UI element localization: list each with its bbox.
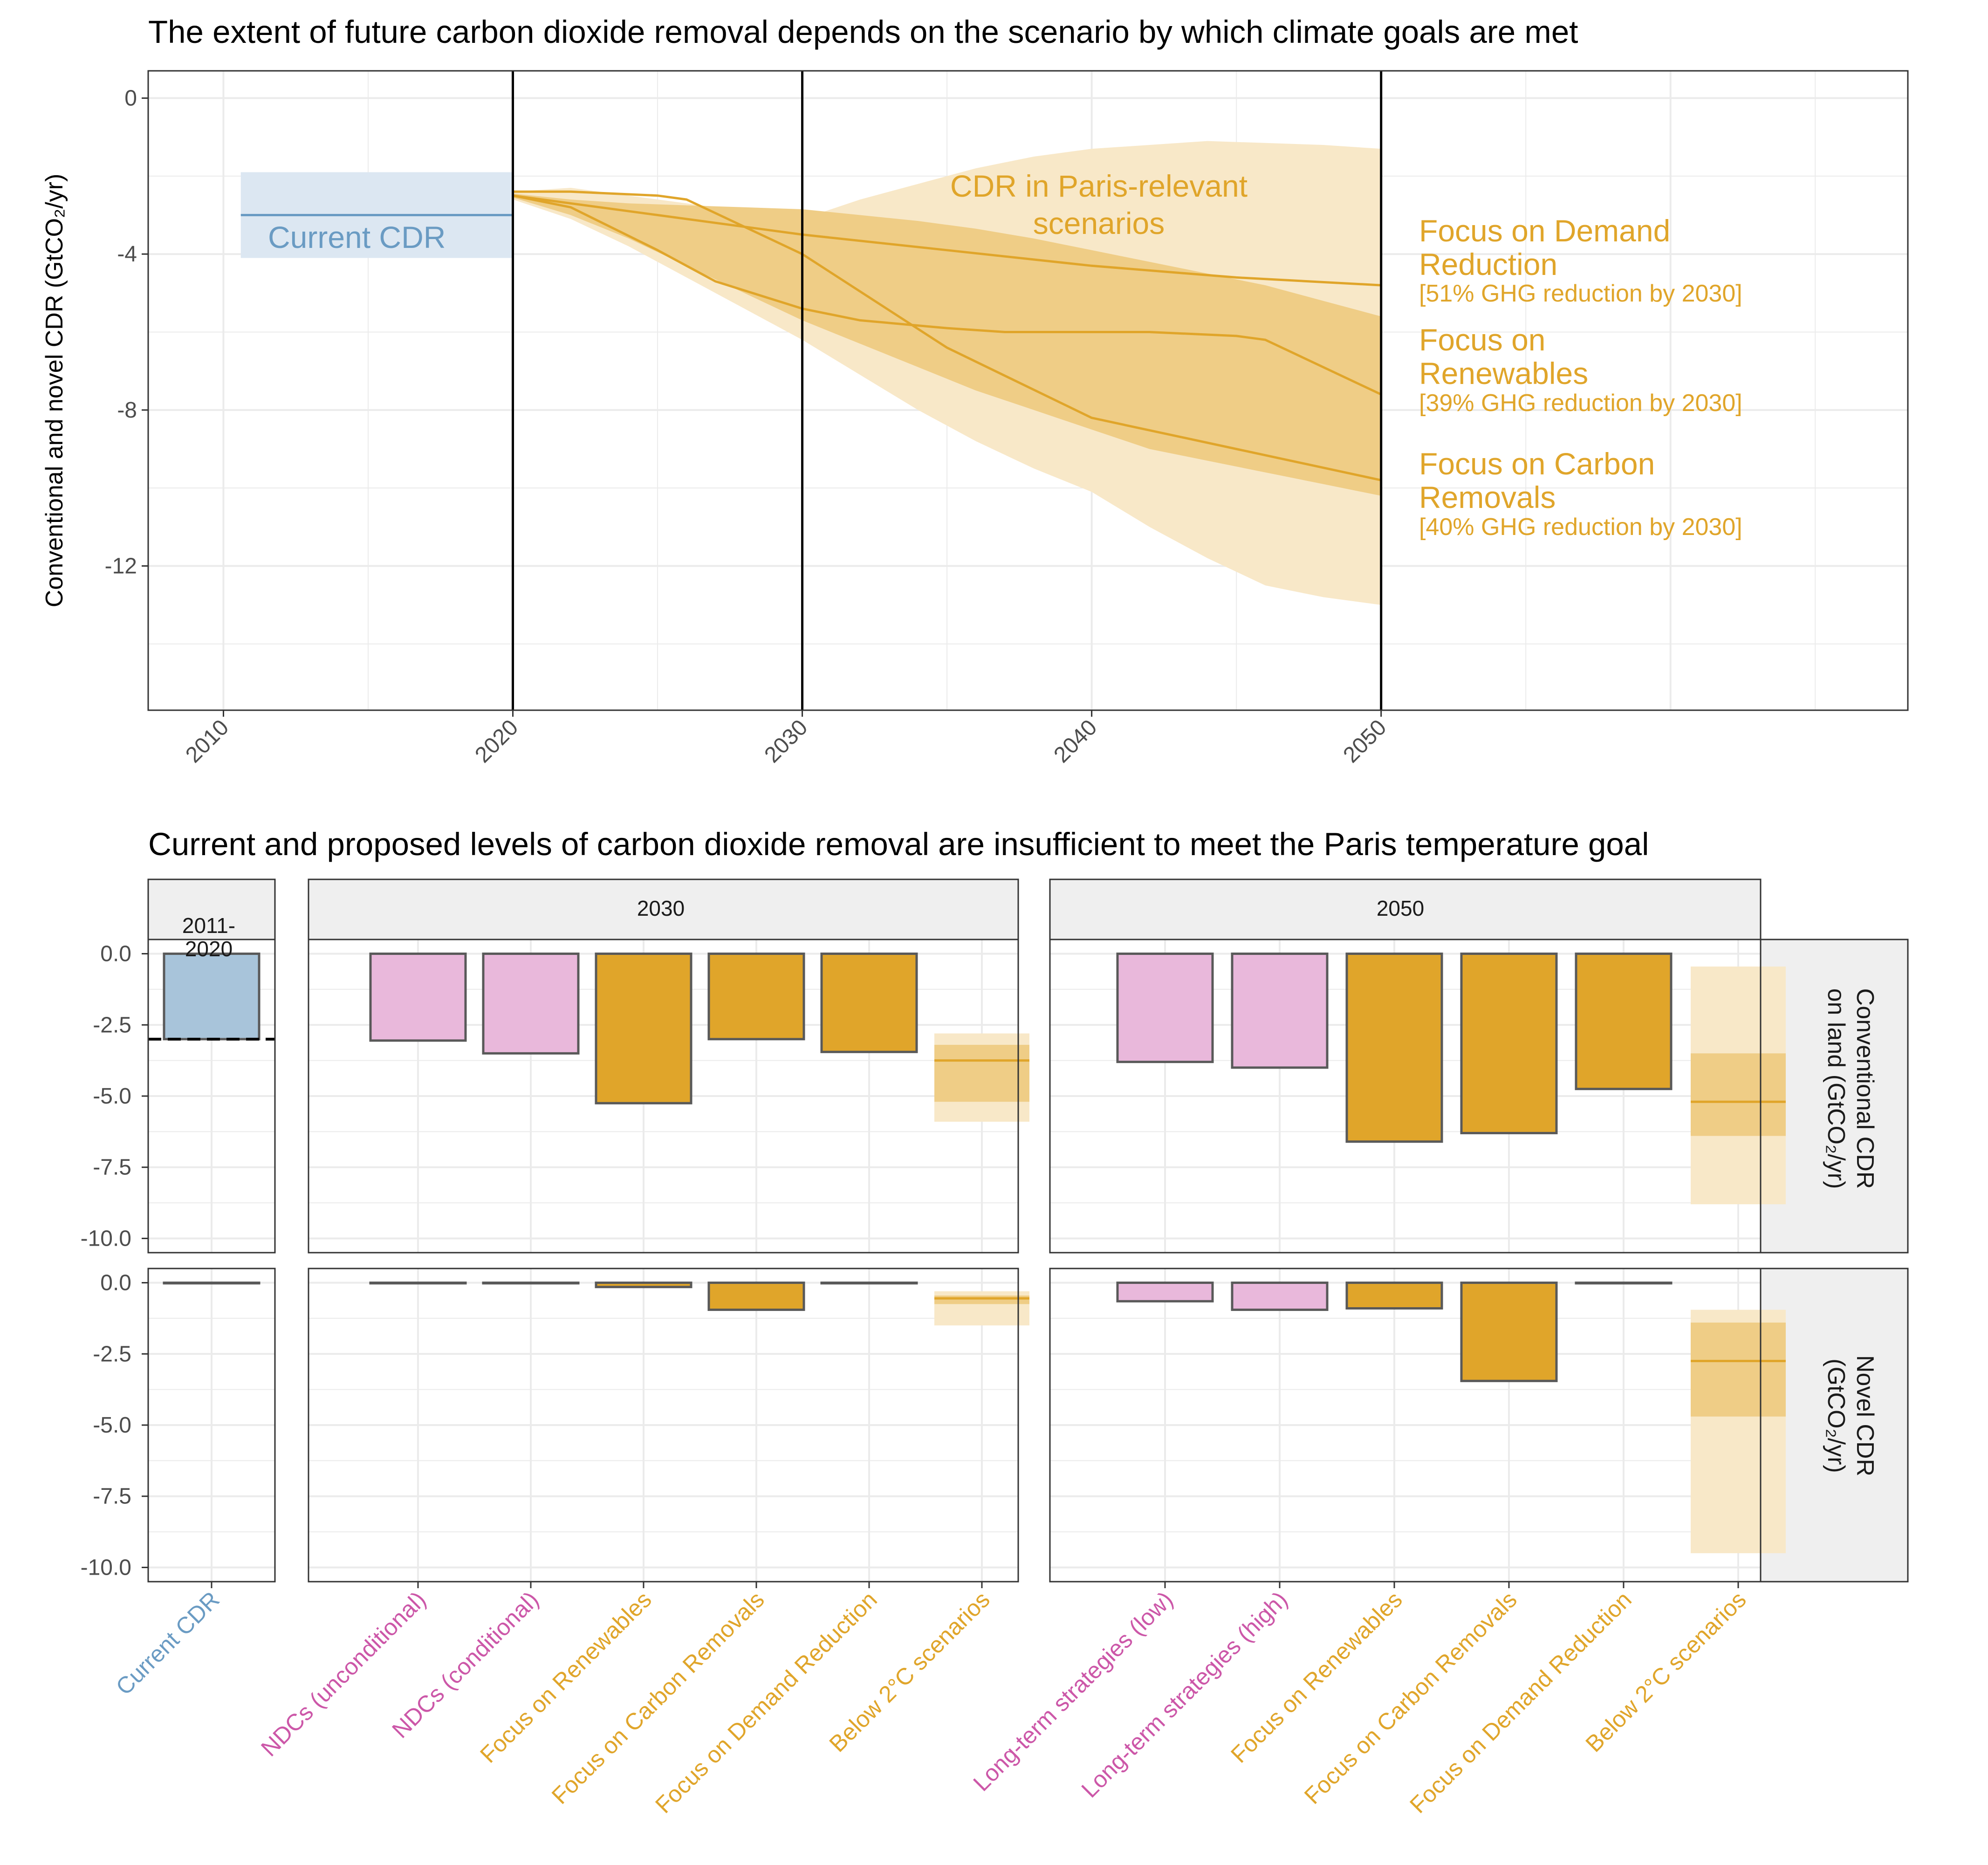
bottom-y-tick-label: -5.0 <box>93 1084 131 1109</box>
top-x-tick-label: 2040 <box>1049 715 1102 768</box>
facet-border <box>1049 1268 1762 1583</box>
row-label-novel: Novel CDR (GtCO₂/yr) <box>1823 1355 1878 1476</box>
bottom-y-tick-label: -7.5 <box>93 1484 131 1509</box>
strip-label-2011-line1: 2011- <box>182 913 235 938</box>
top-x-ticks: 2010 2020 2030 2040 2050 <box>181 710 1391 768</box>
facet-border <box>308 1268 1019 1583</box>
bar-conventional <box>1345 953 1443 1143</box>
facet-conventional-2 <box>1049 939 1786 1254</box>
top-decade-markers <box>512 71 1383 710</box>
bottom-y-tick-label: -5.0 <box>93 1413 131 1438</box>
range-band-inner <box>934 1045 1029 1102</box>
renewables-label-note: [39% GHG reduction by 2030] <box>1419 390 1742 417</box>
bar-conventional <box>595 953 692 1104</box>
bar-conventional <box>1575 953 1673 1090</box>
top-chart-title: The extent of future carbon dioxide remo… <box>148 14 1578 50</box>
category-label: Focus on Carbon Removals <box>1299 1586 1522 1809</box>
range-band-inner <box>1691 1053 1786 1136</box>
top-x-tick-label: 2030 <box>760 715 812 768</box>
bar-conventional <box>1460 953 1558 1134</box>
strip-bg-2 <box>1049 878 1762 940</box>
current-cdr-label: Current CDR <box>268 220 446 254</box>
top-y-tick-label: -8 <box>117 398 137 423</box>
bottom-y-tick-label: -10.0 <box>81 1555 131 1580</box>
bottom-facets: 0.0 -2.5 -5.0 -7.5 -10.0 0.0 -2.5 -5.0 -7.5 -10.0 <box>81 878 1909 1583</box>
row-label-novel-line2: (GtCO₂/yr) <box>1823 1358 1850 1473</box>
removals-label-line1: Focus on Carbon <box>1419 446 1655 481</box>
facet-novel-0 <box>147 1268 276 1583</box>
bar-conventional <box>707 953 805 1041</box>
top-y-tick-label: -4 <box>117 242 137 267</box>
top-panel-border <box>147 70 1909 711</box>
inner-scenario-band <box>513 193 1381 496</box>
bar-conventional <box>369 953 467 1042</box>
strip-2011-2020-a: 2011- <box>182 913 235 938</box>
bottom-category-labels: Current CDR NDCs (unconditional)NDCs (con… <box>111 1582 1751 1818</box>
bar-novel <box>1116 1282 1214 1303</box>
band-label-line1: CDR in Paris-relevant <box>950 169 1248 203</box>
top-y-tick-label: 0 <box>124 86 137 111</box>
strip-2011-2020-b: 2020 <box>185 937 233 961</box>
category-label: Current CDR <box>111 1586 225 1700</box>
bar-conventional <box>1231 953 1329 1069</box>
category-label: Long-term strategies (low) <box>968 1586 1178 1796</box>
row-label-conventional-line2: on land (GtCO₂/yr) <box>1823 988 1850 1189</box>
bar-novel <box>1231 1282 1329 1311</box>
bar-conventional <box>1116 953 1214 1063</box>
bar-conventional <box>482 953 580 1055</box>
facet-conventional-1 <box>308 939 1029 1254</box>
top-x-tick-label: 2050 <box>1338 715 1391 768</box>
top-scenario-bands <box>513 141 1381 605</box>
top-y-ticks: 0 -4 -8 -12 <box>105 86 148 578</box>
demand-label-note: [51% GHG reduction by 2030] <box>1419 280 1742 307</box>
row-label-novel-line1: Novel CDR <box>1851 1355 1878 1476</box>
demand-label-line2: Reduction <box>1419 247 1557 281</box>
removals-label-note: [40% GHG reduction by 2030] <box>1419 514 1742 541</box>
bar-novel <box>1460 1282 1558 1382</box>
bar-novel <box>707 1282 805 1311</box>
band-label-line2: scenarios <box>1033 206 1165 240</box>
bar-novel <box>1345 1282 1443 1310</box>
bottom-chart-title: Current and proposed levels of carbon di… <box>148 826 1649 862</box>
top-x-tick-label: 2010 <box>181 715 233 768</box>
facet-border <box>308 939 1019 1254</box>
row-label-conventional: Conventional CDR on land (GtCO₂/yr) <box>1823 988 1878 1189</box>
renewables-label-line1: Focus on <box>1419 322 1545 357</box>
bar-conventional <box>163 953 260 1041</box>
top-y-tick-label: -12 <box>105 554 137 578</box>
renewables-label-line2: Renewables <box>1419 356 1588 391</box>
facet-conventional-0 <box>147 939 276 1254</box>
demand-label-line1: Focus on Demand <box>1419 213 1670 248</box>
range-band-inner <box>934 1296 1029 1304</box>
strip-label-2050: 2050 <box>1377 896 1424 920</box>
scenario-line-1 <box>513 194 1382 396</box>
bar-novel <box>595 1282 692 1289</box>
bottom-y-tick-label: 0.0 <box>100 942 131 967</box>
bottom-y-tick-label: -2.5 <box>93 1013 131 1037</box>
removals-label-line2: Removals <box>1419 480 1556 514</box>
top-y-axis-label: Conventional and novel CDR (GtCO₂/yr) <box>41 174 68 608</box>
top-x-tick-label: 2020 <box>470 715 523 768</box>
row-label-conventional-line1: Conventional CDR <box>1851 988 1878 1189</box>
bottom-y-tick-label: 0.0 <box>100 1271 131 1296</box>
strip-bg-0 <box>147 878 276 940</box>
facet-novel-1 <box>308 1268 1029 1583</box>
category-label: Long-term strategies (high) <box>1076 1586 1293 1803</box>
bottom-y-tick-label: -2.5 <box>93 1342 131 1366</box>
strip-bg-1 <box>308 878 1019 940</box>
category-label: Focus on Demand Reduction <box>650 1586 882 1818</box>
category-label: Focus on Carbon Removals <box>547 1586 769 1809</box>
range-band-inner <box>1691 1323 1786 1417</box>
top-current-cdr <box>240 172 513 258</box>
bottom-y-tick-label: -10.0 <box>81 1226 131 1251</box>
facet-border <box>1049 939 1762 1254</box>
category-label: Focus on Demand Reduction <box>1405 1586 1637 1818</box>
bottom-y-tick-label: -7.5 <box>93 1155 131 1180</box>
scenario-line-0 <box>513 194 1381 287</box>
strip-label-2011-line2: 2020 <box>185 937 233 961</box>
bar-conventional <box>820 953 918 1053</box>
facet-novel-2 <box>1049 1268 1786 1583</box>
strip-label-2030: 2030 <box>637 896 685 920</box>
